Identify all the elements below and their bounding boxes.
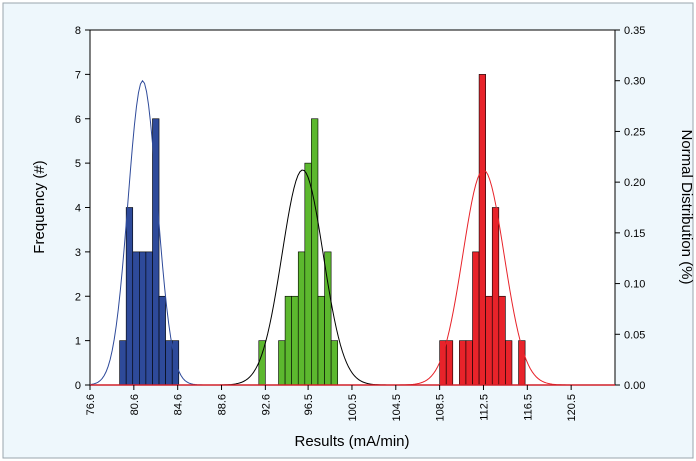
x-tick-label: 80.6 (129, 394, 141, 415)
bar-series-1 (125, 207, 134, 386)
x-tick-label: 112.5 (478, 394, 490, 421)
y-tick-label: 5 (75, 158, 81, 170)
x-tick-label: 96.5 (303, 394, 315, 415)
bar-series-3 (498, 295, 506, 386)
bar-series-2 (278, 340, 286, 386)
y-tick-label: 1 (75, 336, 81, 348)
bar-series-1 (132, 251, 140, 386)
x-tick-label: 92.6 (260, 394, 272, 415)
y-tick-label: 7 (75, 69, 81, 81)
bar-series-3 (485, 295, 493, 386)
x-tick-label: 76.6 (85, 394, 97, 415)
y2-tick-label: 0.15 (624, 228, 645, 240)
bar-series-3 (505, 340, 513, 386)
x-axis-label: Results (mA/min) (294, 433, 409, 450)
x-tick-label: 120.5 (566, 394, 578, 422)
y2-tick-label: 0.30 (624, 76, 645, 88)
y-tick-label: 6 (75, 114, 81, 126)
x-tick-label: 104.5 (391, 394, 403, 422)
bar-series-1 (145, 251, 153, 386)
y-axis-label: Frequency (#) (31, 160, 48, 253)
bar-series-1 (119, 340, 127, 386)
bar-series-3 (478, 74, 486, 386)
bar-series-1 (171, 340, 180, 386)
x-tick-label: 100.5 (347, 394, 359, 422)
y-tick-label: 0 (75, 380, 81, 392)
y2-tick-label: 0.05 (624, 329, 645, 341)
bar-series-2 (291, 295, 299, 386)
bar-series-3 (465, 340, 473, 386)
bar-series-2 (304, 162, 312, 386)
y2-tick-label: 0.35 (624, 25, 645, 37)
y2-axis-label: Normal Distribution (%) (678, 129, 695, 284)
bar-series-2 (317, 295, 325, 386)
y-tick-label: 2 (75, 291, 81, 303)
bar-series-1 (139, 251, 147, 386)
y2-tick-label: 0.20 (624, 177, 645, 189)
y-tick-label: 8 (75, 25, 81, 37)
y-tick-label: 3 (75, 247, 81, 259)
bar-series-3 (459, 340, 467, 386)
y2-tick-label: 0.00 (624, 380, 645, 392)
bar-series-3 (472, 251, 480, 386)
x-tick-label: 88.6 (217, 394, 229, 415)
bar-series-2 (284, 295, 292, 386)
y2-tick-label: 0.25 (624, 126, 645, 138)
y-tick-label: 4 (75, 203, 81, 215)
x-tick-label: 116.5 (522, 394, 534, 421)
x-tick-label: 84.6 (173, 394, 185, 415)
bar-series-2 (297, 251, 306, 386)
bar-series-3 (491, 207, 500, 386)
bar-series-1 (165, 340, 173, 386)
bar-series-2 (311, 118, 319, 386)
plot-area (89, 29, 616, 386)
bar-series-3 (445, 340, 454, 386)
x-tick-label: 108.5 (435, 394, 447, 422)
axes: 0 1 2 3 4 5 6 7 8 0.00 0.05 0.10 0.15 0.20 0.25 0.30 0.3… (75, 25, 646, 422)
bar-series-1 (158, 295, 166, 386)
y2-tick-label: 0.10 (624, 279, 645, 291)
bar-series-2 (330, 340, 339, 386)
